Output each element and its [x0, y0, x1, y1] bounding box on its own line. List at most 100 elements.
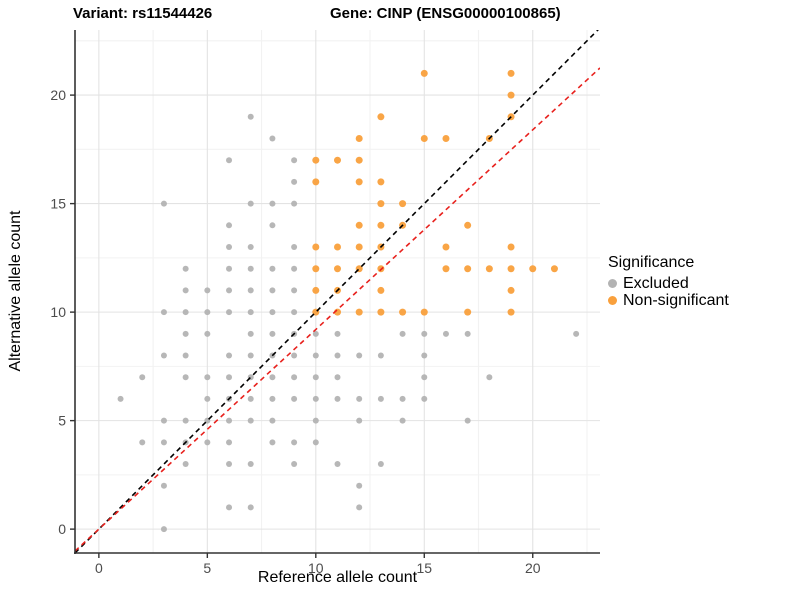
- y-tick-label: 5: [58, 413, 66, 429]
- point-excluded: [442, 330, 449, 337]
- legend-dot-icon: [608, 279, 617, 288]
- legend-dot-icon: [608, 296, 617, 305]
- point-excluded: [247, 200, 254, 207]
- point-non-significant: [399, 200, 407, 208]
- point-non-significant: [442, 135, 450, 143]
- point-excluded: [421, 395, 428, 402]
- point-non-significant: [334, 265, 341, 273]
- point-excluded: [182, 374, 189, 381]
- point-excluded: [204, 309, 211, 316]
- y-tick-label: 15: [50, 196, 66, 212]
- point-excluded: [182, 330, 189, 337]
- legend-item-non-significant: Non-significant: [608, 292, 729, 309]
- point-excluded: [226, 374, 233, 381]
- point-excluded: [269, 287, 276, 294]
- point-excluded: [269, 439, 276, 446]
- point-excluded: [182, 417, 189, 424]
- point-excluded: [139, 439, 146, 446]
- point-excluded: [421, 330, 428, 337]
- point-excluded: [291, 439, 298, 446]
- point-excluded: [334, 330, 341, 337]
- point-excluded: [247, 330, 254, 337]
- point-excluded: [160, 309, 167, 316]
- identity-line: [75, 30, 599, 553]
- point-excluded: [356, 504, 363, 511]
- point-excluded: [421, 352, 428, 359]
- point-excluded: [291, 287, 298, 294]
- point-excluded: [160, 482, 167, 489]
- point-non-significant: [420, 308, 428, 316]
- point-excluded: [356, 417, 363, 424]
- point-excluded: [226, 222, 233, 229]
- legend-item-label: Non-significant: [623, 292, 729, 309]
- point-excluded: [226, 287, 233, 294]
- point-excluded: [204, 374, 211, 381]
- point-excluded: [182, 352, 189, 359]
- point-excluded: [226, 157, 233, 164]
- point-excluded: [226, 309, 233, 316]
- point-excluded: [226, 352, 233, 359]
- point-non-significant: [550, 265, 558, 273]
- point-non-significant: [377, 308, 385, 316]
- point-non-significant: [507, 243, 515, 251]
- point-non-significant: [420, 135, 428, 143]
- point-excluded: [269, 374, 276, 381]
- point-non-significant: [485, 265, 493, 273]
- point-excluded: [269, 200, 276, 207]
- x-axis-title: Reference allele count: [257, 569, 418, 586]
- point-excluded: [226, 265, 233, 272]
- point-non-significant: [334, 156, 341, 164]
- point-excluded: [117, 395, 124, 402]
- point-excluded: [377, 395, 384, 402]
- point-excluded: [182, 287, 189, 294]
- point-excluded: [399, 330, 406, 337]
- point-excluded: [356, 352, 363, 359]
- legend-title: Significance: [608, 254, 695, 271]
- x-tick-label: 20: [525, 560, 541, 576]
- point-excluded: [269, 135, 276, 142]
- point-excluded: [204, 439, 211, 446]
- point-excluded: [291, 395, 298, 402]
- point-non-significant: [377, 178, 385, 186]
- point-excluded: [247, 417, 254, 424]
- point-excluded: [182, 461, 189, 468]
- point-non-significant: [464, 308, 472, 316]
- x-tick-label: 10: [308, 560, 324, 576]
- point-excluded: [269, 309, 276, 316]
- point-excluded: [160, 352, 167, 359]
- point-excluded: [139, 374, 146, 381]
- point-excluded: [269, 265, 276, 272]
- gene-title: Gene: CINP (ENSG00000100865): [330, 5, 561, 22]
- point-excluded: [334, 374, 341, 381]
- point-excluded: [160, 417, 167, 424]
- point-excluded: [312, 352, 319, 359]
- point-non-significant: [507, 286, 515, 294]
- point-excluded: [204, 330, 211, 337]
- point-excluded: [269, 222, 276, 229]
- point-non-significant: [507, 91, 515, 99]
- point-excluded: [486, 374, 493, 381]
- point-excluded: [247, 352, 254, 359]
- point-excluded: [160, 526, 167, 533]
- point-excluded: [204, 395, 211, 402]
- point-excluded: [247, 395, 254, 402]
- point-excluded: [356, 395, 363, 402]
- point-excluded: [204, 287, 211, 294]
- point-excluded: [312, 395, 319, 402]
- point-excluded: [269, 330, 276, 337]
- point-excluded: [334, 461, 341, 468]
- point-excluded: [247, 265, 254, 272]
- y-tick-label: 0: [58, 521, 66, 537]
- point-excluded: [399, 417, 406, 424]
- variant-title: Variant: rs11544426: [73, 5, 213, 22]
- point-excluded: [247, 287, 254, 294]
- legend: Significance Excluded Non-significant: [608, 254, 729, 309]
- point-excluded: [247, 244, 254, 251]
- y-axis-title: Alternative allele count: [7, 210, 24, 372]
- point-non-significant: [399, 308, 407, 316]
- point-non-significant: [312, 286, 320, 294]
- point-non-significant: [377, 200, 385, 208]
- point-non-significant: [334, 243, 341, 251]
- point-non-significant: [312, 156, 320, 164]
